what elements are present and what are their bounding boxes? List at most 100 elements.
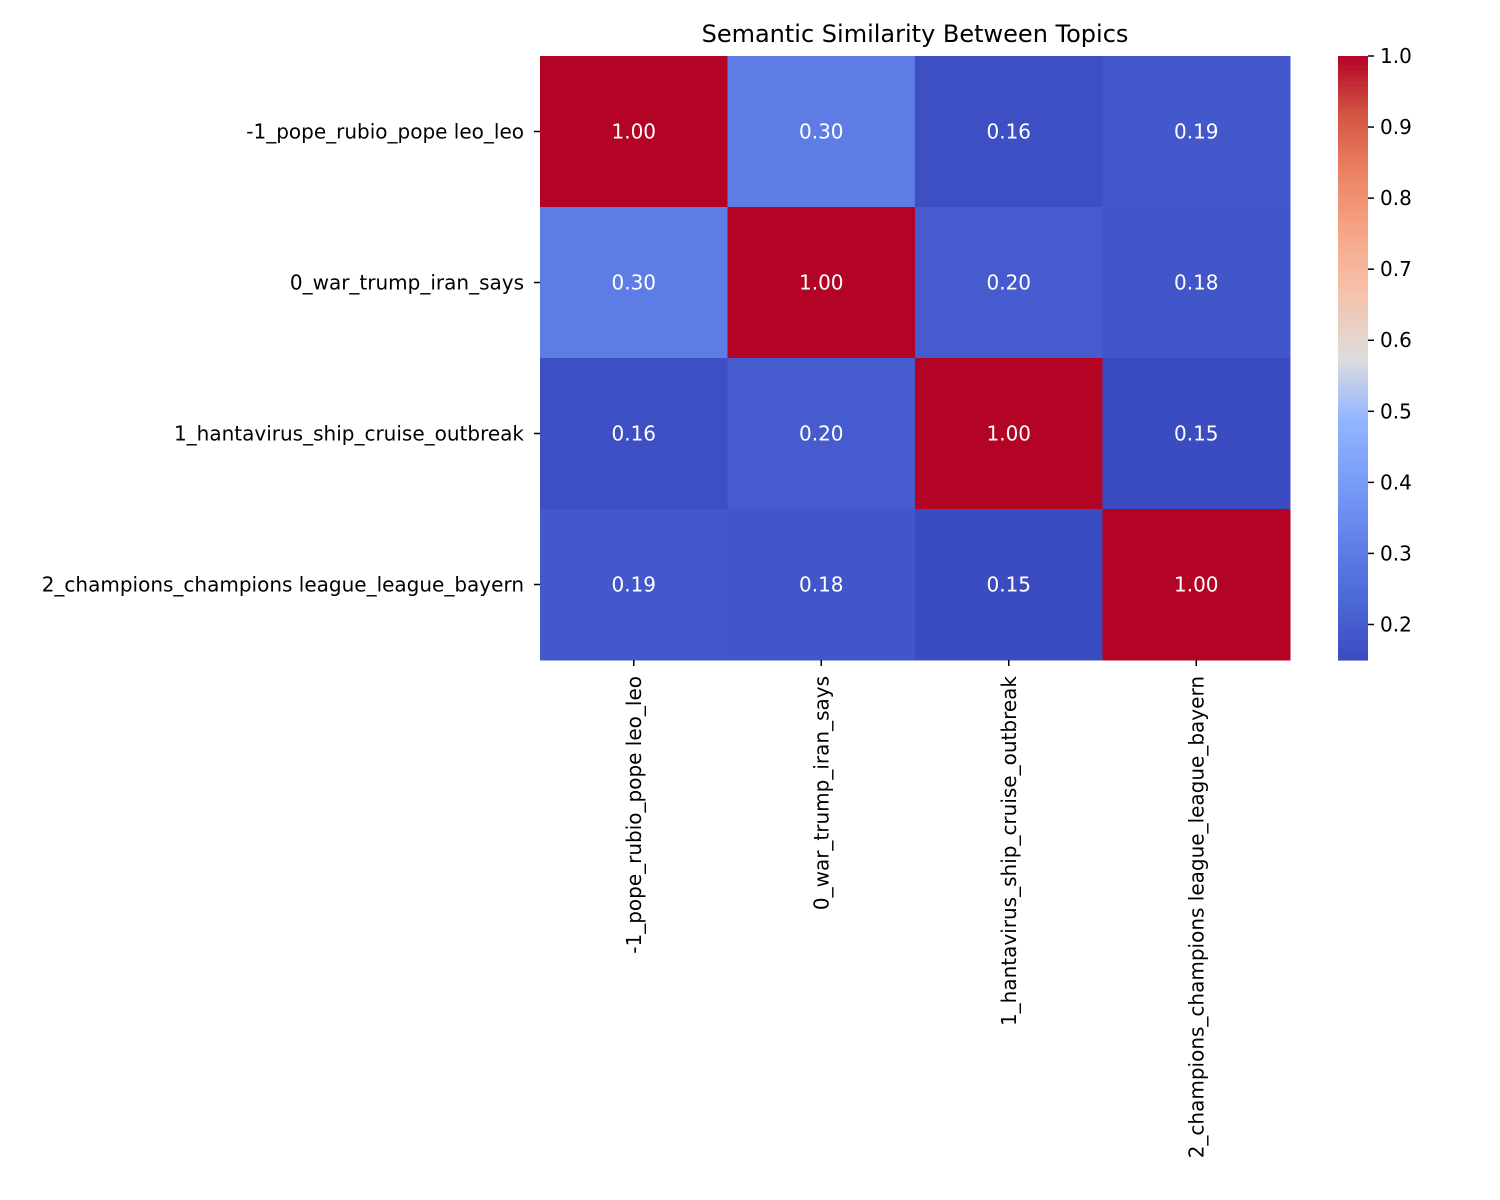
colorbar-segment <box>1338 433 1368 440</box>
colorbar-segment <box>1338 111 1368 117</box>
colorbar-segment <box>1338 584 1368 591</box>
heatmap-cell <box>1102 56 1291 208</box>
colorbar-segment <box>1338 131 1368 138</box>
colorbar-tick-label: 0.4 <box>1380 470 1412 494</box>
colorbar-segment <box>1338 212 1368 218</box>
colorbar-segment <box>1338 614 1368 621</box>
row-labels: -1_pope_rubio_pope leo_leo 0_war_trump_ir… <box>42 120 540 597</box>
colorbar-segment <box>1338 594 1368 601</box>
heatmap-cell <box>727 56 916 208</box>
colorbar-segment <box>1338 549 1368 555</box>
colorbar-segment <box>1338 519 1368 525</box>
colorbar-segment <box>1338 161 1368 168</box>
colorbar-segment <box>1338 564 1368 570</box>
cell-value-label: 0.16 <box>986 120 1031 144</box>
column-label: 1_hantavirus_ship_cruise_outbreak <box>997 676 1021 1026</box>
colorbar-segment <box>1338 388 1368 394</box>
colorbar-segment <box>1338 473 1368 480</box>
cell-value-label: 0.20 <box>799 422 844 446</box>
colorbar-segment <box>1338 408 1368 414</box>
colorbar-segment <box>1338 423 1368 430</box>
colorbar-segment <box>1338 418 1368 425</box>
colorbar-segment <box>1338 589 1368 596</box>
colorbar-segment <box>1338 378 1368 384</box>
cell-value-label: 0.16 <box>611 422 656 446</box>
colorbar-segment <box>1338 373 1368 379</box>
colorbar-segment <box>1338 76 1368 82</box>
colorbar-segment <box>1338 176 1368 183</box>
colorbar-segment <box>1338 262 1368 268</box>
colorbar-segment <box>1338 629 1368 636</box>
cell-value-label: 1.00 <box>986 422 1031 446</box>
colorbar-segment <box>1338 297 1368 304</box>
colorbar-segment <box>1338 282 1368 289</box>
row-label: -1_pope_rubio_pope leo_leo <box>246 120 524 144</box>
colorbar-segment <box>1338 347 1368 354</box>
column-label: -1_pope_rubio_pope leo_leo <box>622 676 646 954</box>
colorbar-segment <box>1338 483 1368 490</box>
row-label: 0_war_trump_iran_says <box>290 271 524 295</box>
colorbar-segment <box>1338 478 1368 485</box>
heatmap-cell <box>1102 358 1291 510</box>
colorbar-tick-label: 0.3 <box>1380 541 1412 565</box>
colorbar-segment <box>1338 534 1368 540</box>
colorbar-segment <box>1338 242 1368 248</box>
heatmap-cell <box>727 207 916 359</box>
column-label: 0_war_trump_iran_says <box>809 676 833 910</box>
colorbar-segment <box>1338 181 1368 188</box>
heatmap-cell <box>915 207 1103 359</box>
heatmap-cell <box>540 509 728 661</box>
colorbar: 0.2 0.3 0.4 0.5 0.6 0.7 0.8 0.9 1.0 <box>1338 44 1412 661</box>
colorbar-segment <box>1338 287 1368 294</box>
colorbar-segment <box>1338 413 1368 419</box>
colorbar-segment <box>1338 232 1368 238</box>
colorbar-segment <box>1338 544 1368 550</box>
colorbar-segment <box>1338 559 1368 565</box>
colorbar-segment <box>1338 307 1368 314</box>
colorbar-segment <box>1338 292 1368 299</box>
colorbar-segment <box>1338 383 1368 389</box>
colorbar-segment <box>1338 56 1368 62</box>
colorbar-segment <box>1338 141 1368 148</box>
colorbar-segment <box>1338 207 1368 213</box>
colorbar-segment <box>1338 196 1368 203</box>
colorbar-segment <box>1338 91 1368 97</box>
colorbar-segment <box>1338 252 1368 258</box>
colorbar-segment <box>1338 509 1368 515</box>
colorbar-segment <box>1338 247 1368 253</box>
colorbar-segment <box>1338 302 1368 309</box>
column-labels: -1_pope_rubio_pope leo_leo 0_war_trump_ir… <box>622 660 1208 1158</box>
colorbar-segment <box>1338 398 1368 404</box>
cell-value-label: 0.20 <box>986 271 1031 295</box>
colorbar-segment <box>1338 503 1368 510</box>
colorbar-tick-label: 0.9 <box>1380 115 1412 139</box>
colorbar-segment <box>1338 337 1368 344</box>
colorbar-segment <box>1338 151 1368 158</box>
colorbar-segment <box>1338 644 1368 651</box>
colorbar-segment <box>1338 639 1368 646</box>
colorbar-segment <box>1338 227 1368 233</box>
colorbar-segment <box>1338 619 1368 626</box>
colorbar-segment <box>1338 217 1368 223</box>
colorbar-segment <box>1338 277 1368 284</box>
colorbar-segment <box>1338 443 1368 450</box>
colorbar-segment <box>1338 237 1368 243</box>
colorbar-segment <box>1338 312 1368 319</box>
colorbar-segment <box>1338 136 1368 143</box>
colorbar-segment <box>1338 368 1368 374</box>
colorbar-tick-label: 1.0 <box>1380 44 1412 68</box>
colorbar-segment <box>1338 121 1368 128</box>
cell-value-label: 0.15 <box>1174 422 1219 446</box>
colorbar-segment <box>1338 61 1368 67</box>
heatmap-cell <box>1102 509 1291 661</box>
colorbar-segment <box>1338 654 1368 661</box>
column-label: 2_champions_champions league_league_baye… <box>1184 676 1208 1158</box>
chart-title: Semantic Similarity Between Topics <box>702 20 1129 48</box>
colorbar-tick-label: 0.5 <box>1380 399 1412 423</box>
cell-value-label: 0.30 <box>799 120 844 144</box>
colorbar-segment <box>1338 579 1368 586</box>
colorbar-tick-label: 0.7 <box>1380 257 1412 281</box>
colorbar-segment <box>1338 569 1368 576</box>
colorbar-segment <box>1338 649 1368 656</box>
colorbar-segment <box>1338 634 1368 641</box>
